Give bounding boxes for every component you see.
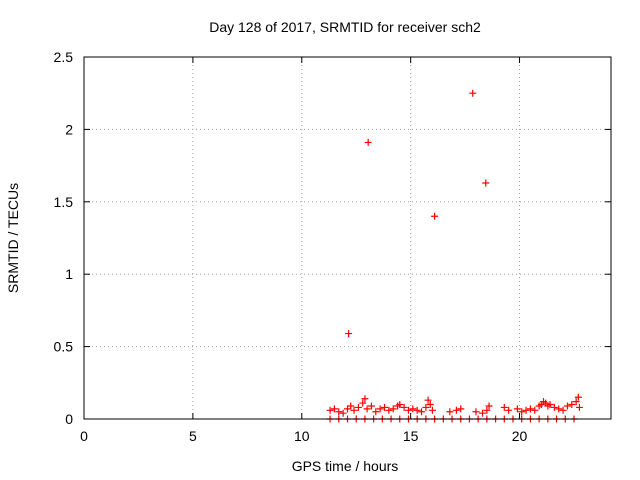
data-point: [505, 406, 513, 414]
data-point: [422, 403, 430, 411]
y-tick-label: 0.5: [54, 339, 74, 355]
data-point: [483, 406, 491, 414]
data-point: [479, 409, 487, 417]
data-point: [482, 179, 490, 187]
data-point: [404, 406, 412, 414]
data-point: [350, 406, 358, 414]
data-point: [500, 403, 508, 411]
data-point: [359, 399, 367, 407]
data-point: [364, 138, 372, 146]
y-tick-label: 0: [65, 411, 73, 427]
data-point: [452, 406, 460, 414]
data-point: [424, 396, 432, 404]
data-point: [381, 403, 389, 411]
plot-frame: [83, 56, 612, 420]
data-point: [385, 406, 393, 414]
data-points: [326, 89, 583, 423]
data-point: [568, 401, 576, 409]
data-point: [550, 403, 558, 411]
y-tick-label: 1.5: [54, 194, 74, 210]
x-axis-title: GPS time / hours: [292, 458, 399, 474]
x-tick-label: 10: [294, 428, 310, 444]
data-point: [376, 405, 384, 413]
data-point: [457, 405, 465, 413]
data-point: [446, 408, 454, 416]
data-point: [400, 403, 408, 411]
data-point: [330, 405, 338, 413]
data-point: [472, 408, 480, 416]
data-point: [575, 403, 583, 411]
grid: [84, 57, 611, 419]
data-point: [555, 405, 563, 413]
data-point: [354, 403, 362, 411]
data-point: [526, 405, 534, 413]
data-point: [428, 406, 436, 414]
data-point: [522, 406, 530, 414]
data-point: [409, 405, 417, 413]
data-point: [345, 330, 353, 338]
data-point: [572, 398, 580, 406]
data-point: [418, 408, 426, 416]
axis-ticks: 0 5 10 15 20 0 0.5 1 1.5 2 2.5: [54, 49, 611, 444]
data-point: [347, 402, 355, 410]
x-tick-label: 20: [512, 428, 528, 444]
y-tick-label: 2: [65, 121, 73, 137]
y-tick-label: 1: [65, 266, 73, 282]
data-point: [363, 405, 371, 413]
data-point: [389, 405, 397, 413]
data-point: [339, 409, 347, 417]
x-tick-label: 5: [189, 428, 197, 444]
x-tick-label: 0: [80, 428, 88, 444]
data-point: [367, 402, 375, 410]
data-point: [396, 401, 404, 409]
data-point: [518, 408, 526, 416]
data-point: [563, 402, 571, 410]
data-point: [559, 406, 567, 414]
data-point: [335, 408, 343, 416]
data-point: [574, 393, 582, 401]
data-point: [326, 406, 334, 414]
data-point: [513, 405, 521, 413]
data-point: [372, 408, 380, 416]
data-point: [426, 401, 434, 409]
y-tick-label: 2.5: [54, 49, 74, 65]
chart-title: Day 128 of 2017, SRMTID for receiver sch…: [209, 19, 481, 35]
data-point: [546, 401, 554, 409]
x-tick-label: 15: [403, 428, 419, 444]
data-point: [431, 212, 439, 220]
y-axis-title: SRMTID / TECUs: [5, 183, 21, 293]
data-point: [469, 89, 477, 97]
data-point: [413, 406, 421, 414]
data-point: [531, 406, 539, 414]
data-point: [485, 402, 493, 410]
data-point: [361, 395, 369, 403]
